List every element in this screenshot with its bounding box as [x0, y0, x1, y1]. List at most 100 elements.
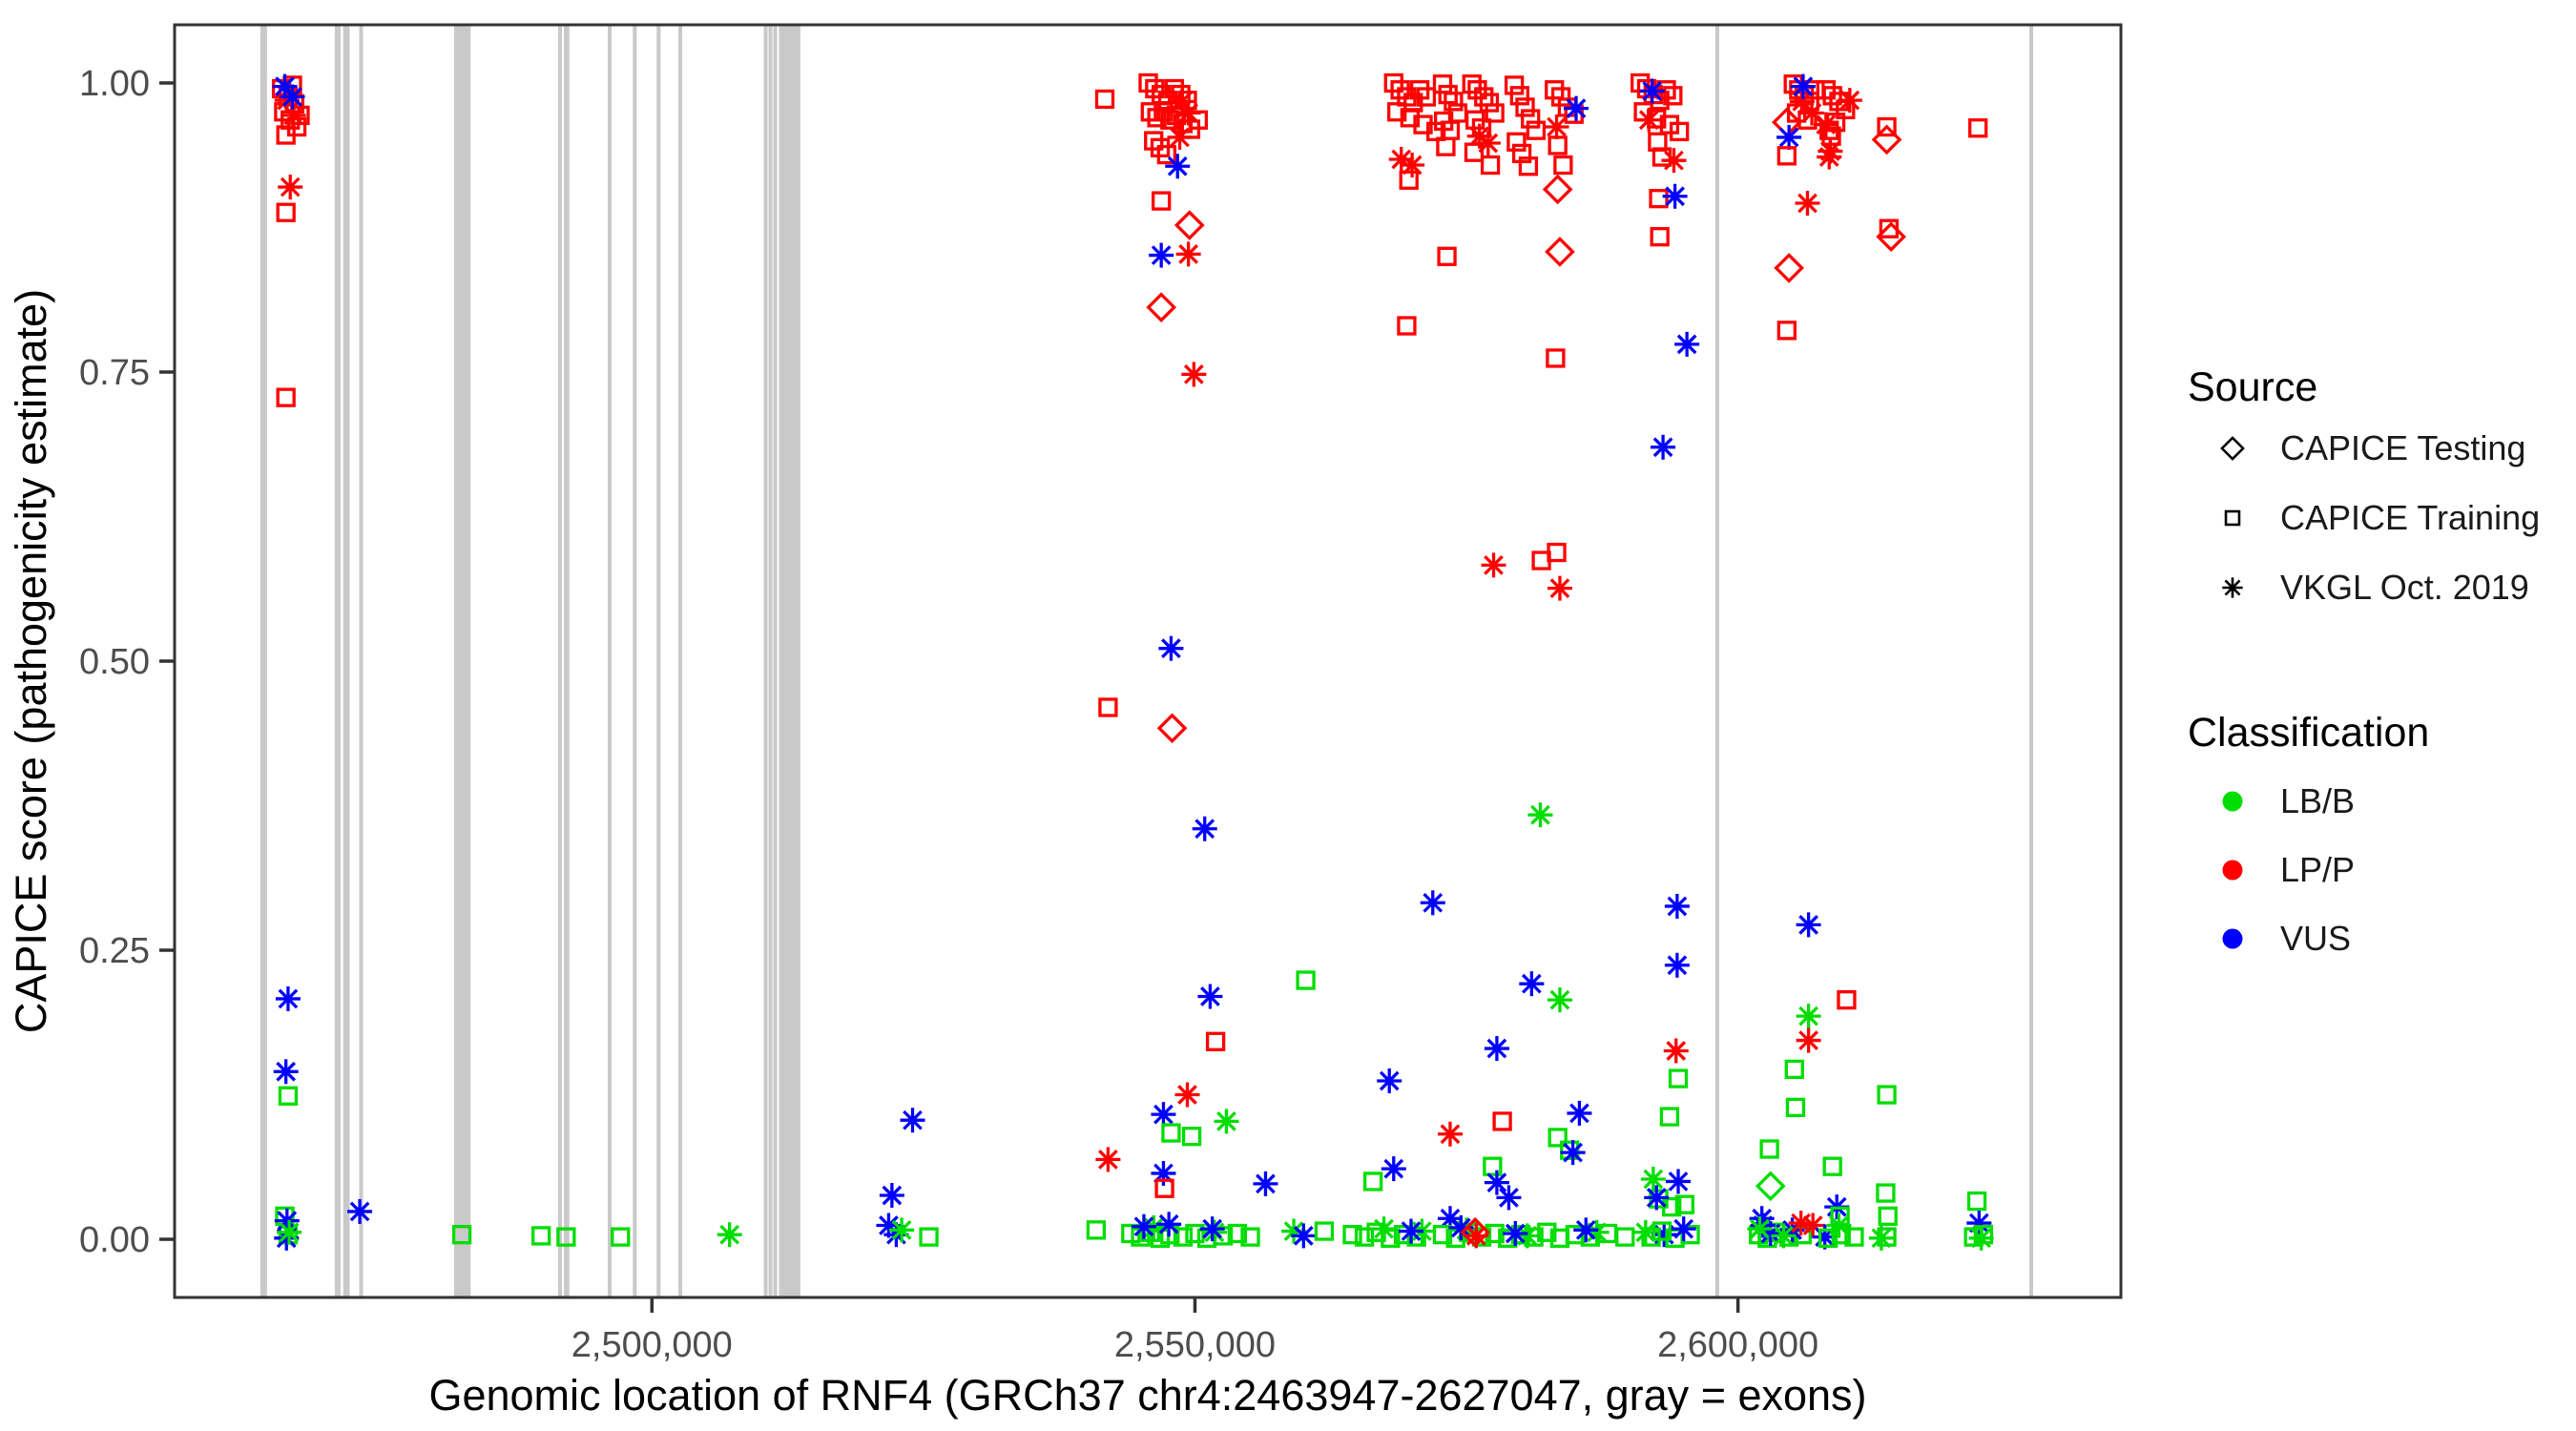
legend-class-dot [2222, 928, 2243, 949]
point-square [1641, 1227, 1661, 1247]
point-asterisk [1527, 802, 1553, 828]
point-square [1553, 155, 1573, 176]
point-asterisk [1167, 124, 1193, 150]
exon-bar [343, 26, 350, 1296]
y-axis-title: CAPICE score (pathogenicity estimate) [7, 289, 55, 1033]
point-square [1668, 1068, 1689, 1089]
point-asterisk [1174, 1082, 1200, 1108]
point-square [1526, 120, 1547, 140]
point-square [1138, 73, 1158, 93]
point-square [278, 1086, 299, 1106]
exon-bar [633, 26, 637, 1296]
point-asterisk [1437, 1121, 1463, 1147]
point-square [1181, 1127, 1202, 1147]
point-square [1822, 1156, 1842, 1176]
y-tick-label: 1.00 [79, 64, 150, 104]
point-square [1432, 1225, 1453, 1245]
point-square [1479, 93, 1500, 113]
data-points [271, 73, 1994, 1251]
point-asterisk [1636, 107, 1662, 133]
point-asterisk [1197, 984, 1223, 1009]
point-asterisk [1156, 1212, 1182, 1237]
point-asterisk [273, 1059, 299, 1085]
point-square [1878, 1206, 1898, 1226]
point-asterisk [1291, 1223, 1317, 1249]
point-asterisk [1813, 112, 1839, 137]
point-square [1296, 970, 1316, 990]
point-diamond [1871, 124, 1902, 156]
point-square [1485, 103, 1505, 123]
point-asterisk [1400, 153, 1425, 178]
exon-bar [260, 26, 267, 1296]
point-diamond [1146, 292, 1177, 322]
point-square [1674, 1194, 1694, 1214]
point-square [1399, 170, 1419, 190]
point-diamond [1876, 221, 1906, 253]
point-square [1966, 1191, 1987, 1212]
point-square [1240, 1227, 1260, 1247]
point-square [1362, 1172, 1383, 1192]
exon-bar [359, 26, 364, 1296]
point-asterisk [1199, 1216, 1225, 1242]
point-square [556, 1227, 576, 1247]
point-square [1140, 102, 1160, 122]
point-asterisk [1776, 124, 1802, 150]
point-asterisk [1503, 1220, 1528, 1246]
point-asterisk [1567, 1100, 1592, 1126]
exon-bar [608, 26, 613, 1296]
point-asterisk [1484, 1170, 1509, 1195]
point-asterisk [347, 1198, 373, 1224]
point-asterisk [1371, 1216, 1397, 1242]
point-asterisk [1674, 331, 1700, 357]
point-square [1876, 1183, 1896, 1203]
point-asterisk [1484, 1036, 1509, 1062]
point-asterisk [1868, 1225, 1894, 1251]
point-square [1464, 142, 1485, 162]
x-tick-label: 2,500,000 [571, 1325, 733, 1365]
point-asterisk [1377, 1068, 1402, 1093]
point-asterisk [1175, 241, 1201, 267]
point-asterisk [717, 1222, 742, 1248]
point-square [1436, 136, 1456, 156]
point-square [1821, 126, 1841, 146]
point-asterisk [1214, 1109, 1239, 1134]
point-square [1650, 227, 1670, 247]
point-square [1818, 1228, 1839, 1248]
point-square [1444, 92, 1464, 112]
point-square [1432, 74, 1453, 94]
point-square [1521, 109, 1541, 129]
legend-classification-title: Classification [2188, 710, 2429, 756]
point-asterisk [1151, 1102, 1176, 1128]
point-square [1483, 1156, 1503, 1176]
point-asterisk [275, 985, 301, 1011]
point-square [1550, 87, 1571, 107]
point-square [1086, 1220, 1107, 1240]
legend-source-title: Source [2188, 364, 2317, 410]
point-square [1154, 1178, 1174, 1198]
point-square [611, 1227, 631, 1247]
point-asterisk [1398, 1218, 1423, 1244]
point-square [1511, 143, 1532, 164]
point-asterisk [1796, 1027, 1821, 1053]
exon-bar [773, 26, 778, 1296]
legend: Source CAPICE Testing CAPICE Training VKGL … [2188, 364, 2540, 958]
point-square [1173, 1227, 1194, 1247]
point-asterisk [1158, 635, 1184, 661]
point-square [1663, 86, 1683, 106]
point-square [1877, 116, 1897, 137]
point-diamond [1156, 713, 1188, 744]
point-square [1509, 86, 1529, 106]
point-asterisk [1747, 1216, 1773, 1242]
point-square [1776, 321, 1797, 341]
point-asterisk [1788, 1211, 1814, 1236]
point-diamond [1174, 210, 1205, 240]
point-asterisk [1131, 1213, 1156, 1239]
point-asterisk [1165, 154, 1191, 179]
point-square [1164, 78, 1184, 99]
point-asterisk [1796, 1004, 1821, 1029]
point-asterisk [1095, 1147, 1121, 1172]
point-asterisk [1420, 890, 1445, 916]
point-square [1161, 1123, 1181, 1143]
point-square [1227, 1223, 1248, 1244]
